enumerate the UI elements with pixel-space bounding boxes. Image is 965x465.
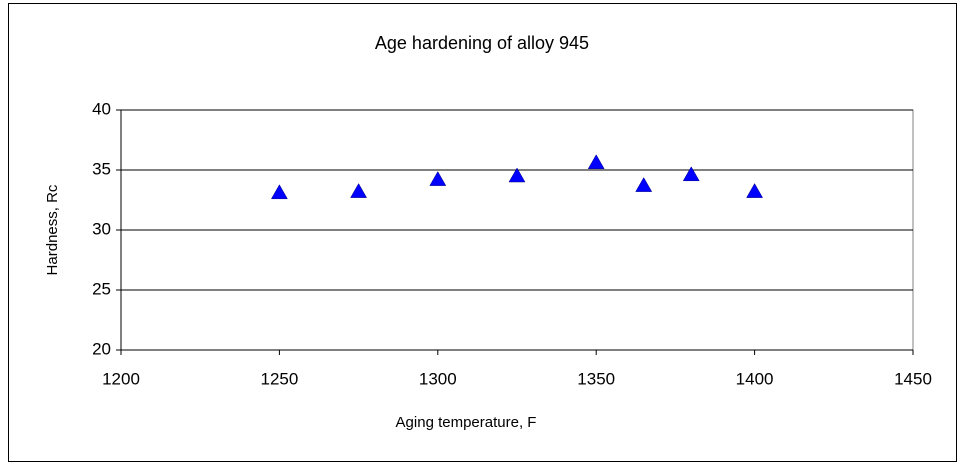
y-tick-label: 30: [92, 219, 111, 238]
point: [746, 183, 764, 198]
x-tick-label: 1250: [260, 369, 298, 388]
point: [270, 184, 288, 200]
point: [587, 154, 605, 170]
point: [429, 171, 447, 186]
point: [635, 177, 653, 192]
y-tick-label: 35: [92, 159, 111, 178]
chart-title: Age hardening of alloy 945: [375, 33, 589, 53]
y-axis-label: Hardness, Rc: [44, 184, 61, 275]
y-tick-label: 40: [92, 99, 111, 118]
y-tick-label: 20: [92, 339, 111, 358]
x-tick-label: 1400: [736, 369, 774, 388]
point: [350, 183, 368, 198]
x-tick-label: 1200: [102, 369, 140, 388]
x-tick-label: 1450: [894, 369, 932, 388]
point: [508, 167, 526, 183]
x-tick-label: 1350: [577, 369, 615, 388]
x-axis-label: Aging temperature, F: [396, 414, 537, 431]
x-tick-label: 1300: [419, 369, 457, 388]
y-tick-label: 25: [92, 279, 111, 298]
point: [682, 166, 700, 182]
